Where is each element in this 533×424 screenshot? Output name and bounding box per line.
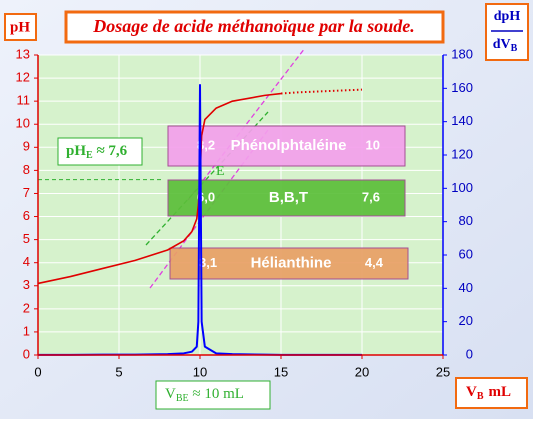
y-tick-label: 13 [16, 46, 30, 61]
median-line [145, 111, 269, 246]
y-tick-label: 10 [16, 116, 30, 131]
y-tick-label: 7 [23, 185, 30, 200]
y2-label-box [485, 3, 529, 61]
equivalence-label: E [216, 164, 225, 179]
indicator-low: 3,1 [199, 255, 217, 270]
y-tick-label: 2 [23, 300, 30, 315]
x-label-box [455, 377, 528, 409]
indicator-box [167, 179, 406, 217]
phe-label: pHE ≈ 7,6 [66, 143, 128, 161]
x-tick-label: 20 [355, 364, 369, 379]
y-axis-label: pH [10, 19, 30, 35]
y-tick-label: 1 [23, 323, 30, 338]
phe-box [57, 137, 143, 166]
y2-tick-label: 140 [451, 113, 473, 128]
vbe-label: VBE ≈ 10 mL [165, 386, 244, 404]
indicator-box [167, 125, 406, 167]
y2-axis-label-top: dpH [494, 9, 521, 24]
indicator-high: 7,6 [362, 189, 380, 204]
x-tick-label: 5 [115, 364, 122, 379]
x-tick-label: 15 [274, 364, 288, 379]
indicator-high: 4,4 [365, 255, 384, 270]
y2-tick-label: 160 [451, 80, 473, 95]
y-tick-label: 12 [16, 70, 30, 85]
y2-tick-label: 180 [451, 46, 473, 61]
y-tick-label: 8 [23, 162, 30, 177]
title-box [64, 10, 445, 44]
x-tick-label: 10 [193, 364, 207, 379]
y-tick-label: 4 [23, 254, 30, 269]
x-axis-label: VB mL [466, 384, 511, 402]
y-tick-label: 9 [23, 139, 30, 154]
indicator-name: Hélianthine [251, 254, 332, 271]
y-tick-label: 6 [23, 208, 30, 223]
vbe-box [155, 380, 271, 410]
y-tick-label: 0 [23, 346, 30, 361]
y2-tick-label: 20 [459, 313, 473, 328]
y2-tick-label: 80 [459, 213, 473, 228]
data-line [280, 88, 363, 95]
indicator-high: 10 [366, 137, 380, 152]
chart-title: Dosage de acide méthanoïque par la soude… [92, 16, 415, 36]
y2-tick-label: 40 [459, 280, 473, 295]
y-tick-label: 11 [17, 93, 31, 108]
y-tick-label: 3 [23, 277, 30, 292]
y2-axis-label-bottom: dVB [493, 37, 518, 54]
x-tick-label: 0 [34, 364, 41, 379]
data-line [37, 92, 282, 285]
y2-tick-label: 0 [466, 346, 473, 361]
y-label-box [4, 13, 37, 41]
indicator-name: B,B,T [269, 189, 308, 206]
y2-tick-label: 100 [451, 180, 473, 195]
indicator-box [169, 247, 409, 280]
y2-tick-label: 60 [459, 246, 473, 261]
y2-tick-label: 120 [451, 146, 473, 161]
indicator-name: Phénolphtaléine [231, 137, 347, 154]
x-tick-label: 25 [436, 364, 450, 379]
y-tick-label: 5 [23, 231, 30, 246]
